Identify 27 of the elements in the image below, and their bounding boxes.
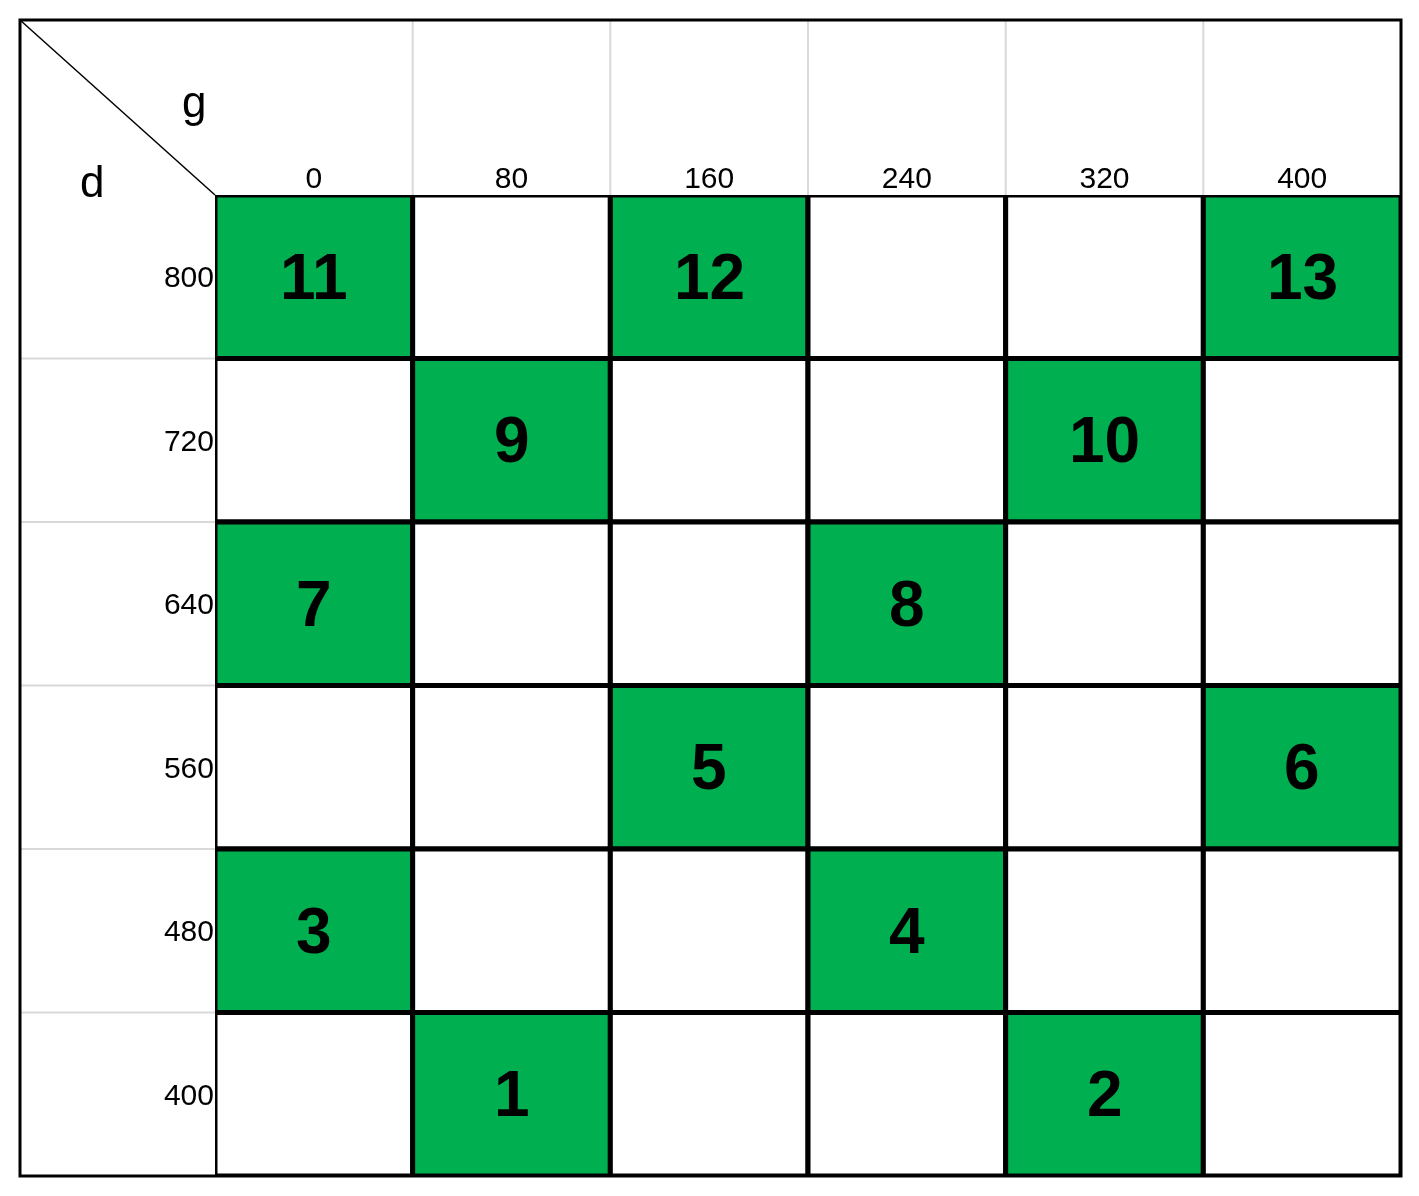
data-label: 1 — [494, 1058, 530, 1130]
y-tick-label: 480 — [163, 914, 214, 948]
data-label: 2 — [1087, 1058, 1123, 1130]
x-tick-label: 160 — [684, 161, 735, 194]
data-label: 6 — [1284, 731, 1320, 803]
x-tick-label: 0 — [305, 161, 323, 194]
x-tick-label: 400 — [1277, 161, 1328, 194]
y-tick-label: 400 — [163, 1077, 214, 1111]
y-tick-label: 640 — [163, 587, 214, 621]
y-tick-label: 800 — [163, 260, 214, 294]
data-label: 7 — [296, 568, 332, 640]
data-label: 3 — [296, 895, 332, 967]
x-axis-title: g — [182, 77, 207, 126]
data-label: 13 — [1267, 241, 1339, 313]
data-label: 4 — [889, 895, 925, 967]
y-tick-label: 560 — [163, 750, 214, 784]
y-axis-title: d — [80, 157, 105, 206]
data-label: 11 — [280, 241, 348, 313]
x-tick-label: 240 — [881, 161, 932, 194]
x-tick-label: 80 — [494, 161, 529, 194]
data-label: 5 — [691, 731, 727, 803]
data-label: 12 — [674, 241, 746, 313]
x-tick-label: 320 — [1079, 161, 1130, 194]
data-label: 8 — [889, 568, 925, 640]
data-label: 9 — [494, 404, 530, 476]
data-label: 10 — [1069, 404, 1141, 476]
y-tick-label: 720 — [163, 423, 214, 457]
